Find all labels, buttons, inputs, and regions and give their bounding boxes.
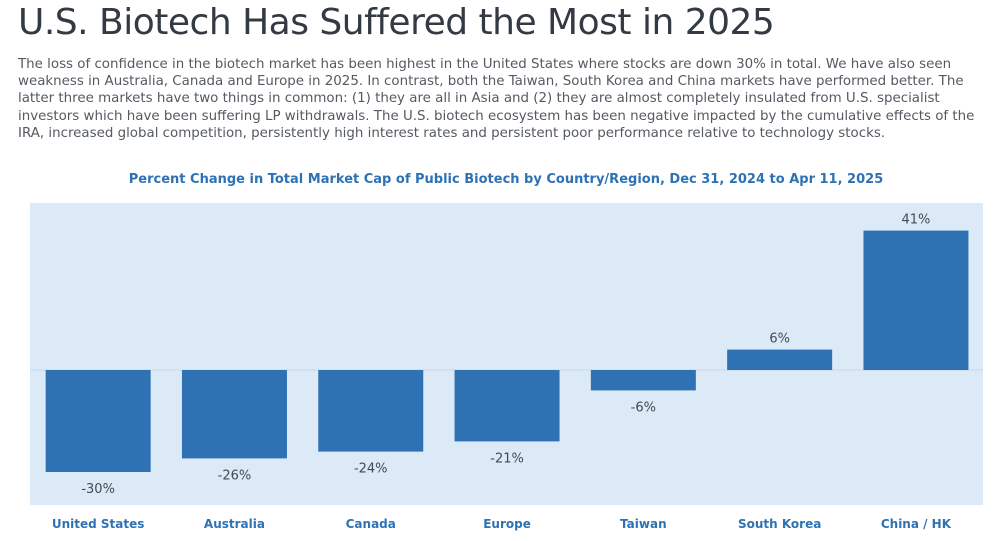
bar-australia: [181, 370, 287, 459]
page-title: U.S. Biotech Has Suffered the Most in 20…: [18, 2, 775, 43]
bar-south-korea: [727, 349, 833, 370]
bar-united-states: [45, 370, 151, 472]
bar-china-hk: [863, 230, 969, 370]
data-label: 41%: [901, 213, 930, 228]
data-label: -26%: [218, 468, 252, 483]
category-labels-group: United States Australia Canada Europe Taiwan…: [52, 517, 952, 531]
bars-group: [45, 230, 969, 472]
description-paragraph: The loss of confidence in the biotech ma…: [18, 57, 975, 141]
data-label: -24%: [354, 462, 388, 477]
category-label: Canada: [346, 517, 396, 531]
bar-taiwan: [590, 370, 696, 391]
category-label: Taiwan: [620, 517, 667, 531]
bar-canada: [318, 370, 424, 452]
category-label: South Korea: [738, 517, 821, 531]
data-label: -6%: [631, 400, 656, 415]
category-label: China / HK: [881, 517, 952, 531]
data-label: -30%: [81, 482, 115, 497]
category-label: Europe: [483, 517, 531, 531]
bar-europe: [454, 370, 560, 442]
chart-title: Percent Change in Total Market Cap of Pu…: [128, 172, 884, 187]
data-label: -21%: [490, 451, 524, 466]
data-labels-group: -30% -26% -24% -21% -6% 6% 41%: [81, 213, 930, 497]
data-label: 6%: [769, 332, 790, 347]
category-label: Australia: [204, 517, 265, 531]
category-label: United States: [52, 517, 145, 531]
